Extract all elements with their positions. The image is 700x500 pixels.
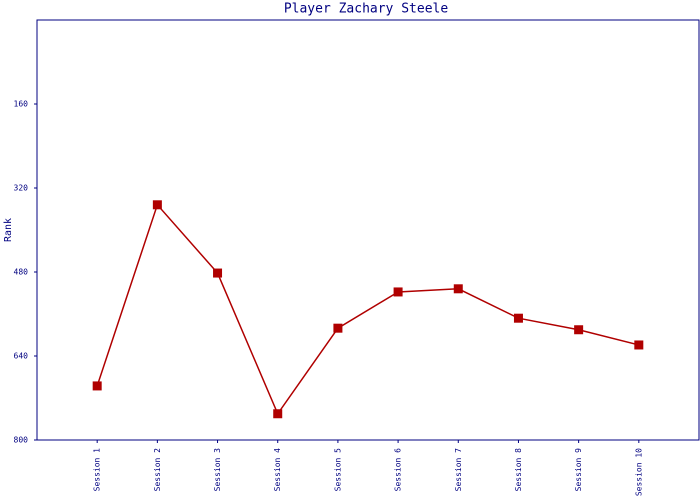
marker <box>453 284 463 294</box>
marker <box>393 287 403 297</box>
marker <box>574 325 584 335</box>
x-tick-label: Session 6 <box>394 448 403 492</box>
marker <box>333 323 343 333</box>
x-tick-label: Session 8 <box>514 448 523 492</box>
marker <box>152 200 162 210</box>
marker <box>273 409 283 419</box>
x-tick-label: Session 1 <box>93 448 102 492</box>
marker <box>634 340 644 350</box>
x-tick-label: Session 3 <box>213 448 222 492</box>
chart-title: Player Zachary Steele <box>284 2 449 17</box>
x-tick-label: Session 10 <box>634 448 643 496</box>
series-line <box>96 203 640 416</box>
x-tick-label: Session 9 <box>574 448 583 492</box>
y-tick-label: 160 <box>14 100 29 109</box>
x-tick-label: Session 7 <box>454 448 463 492</box>
y-tick-label: 800 <box>14 436 29 445</box>
x-tick-label: Session 2 <box>153 448 162 492</box>
marker <box>213 268 223 278</box>
y-tick-label: 320 <box>14 184 29 193</box>
plot-frame <box>36 19 700 441</box>
y-tick-label: 480 <box>14 268 29 277</box>
y-tick-label: 640 <box>14 352 29 361</box>
x-tick-label: Session 5 <box>333 448 342 492</box>
marker <box>92 381 102 391</box>
y-axis-label: Rank <box>3 218 14 242</box>
marker <box>513 313 523 323</box>
x-tick-label: Session 4 <box>273 448 282 492</box>
